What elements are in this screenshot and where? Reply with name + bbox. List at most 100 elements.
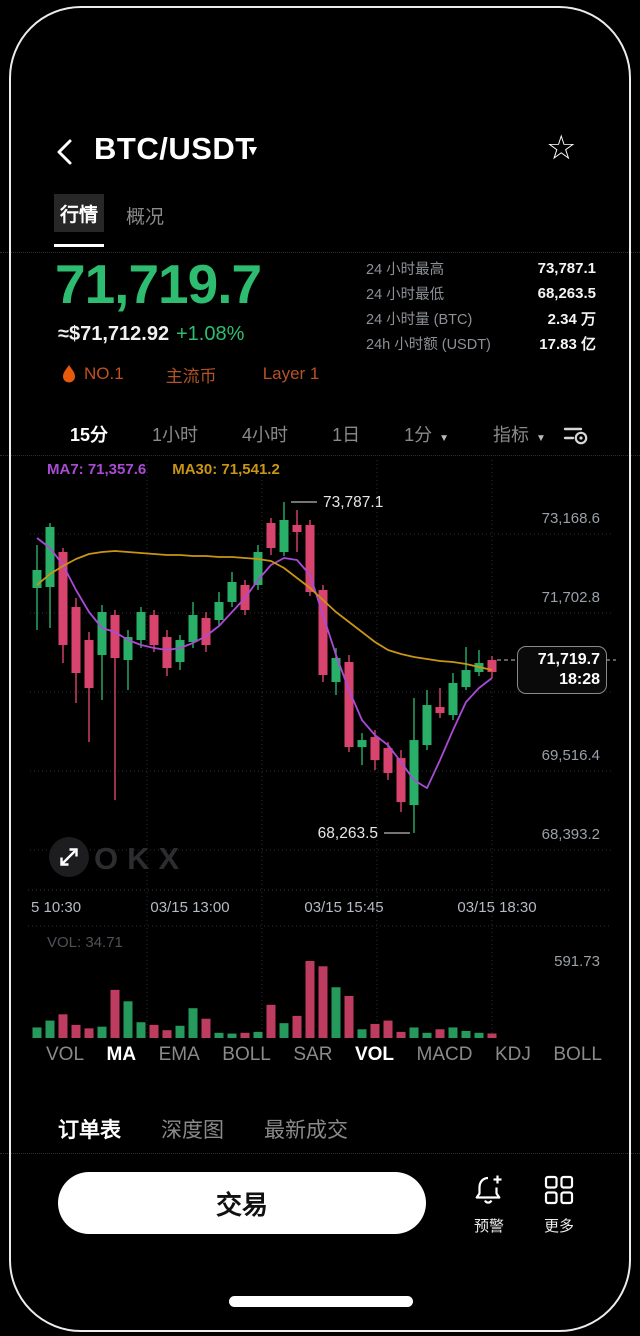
volume-bar [240,1032,250,1038]
volume-bar [318,966,328,1038]
stat-value: 73,787.1 [537,260,596,277]
ma30-label: MA30: 71,541.2 [172,461,280,478]
candle-body [45,527,55,588]
badges-row: NO.1 主流币 Layer 1 [62,362,319,386]
divider [0,252,640,253]
candle-body [136,612,146,641]
candle-body [227,582,237,603]
volume-bar [461,1030,471,1038]
indicator-tab-boll[interactable]: BOLL [553,1044,602,1065]
grid-icon [544,1175,574,1205]
timeframe-1小时[interactable]: 1小时 [152,425,199,445]
back-icon[interactable] [52,138,78,166]
more-label: 更多 [543,1218,574,1235]
ma-legend: MA7: 71,357.6 MA30: 71,541.2 [47,461,280,478]
stat-value: 2.34 万 [547,311,596,328]
candle-body [279,520,289,553]
ma7-line [36,537,493,789]
change-percent: +1.08% [176,323,245,345]
candle-body [71,607,81,674]
x-axis-label: 5 10:30 [31,899,81,916]
candle-body [162,637,172,669]
pair-dropdown-icon[interactable]: ▼ [246,142,260,158]
indicator-tab-vol[interactable]: VOL [46,1044,85,1065]
indicator-tab-kdj[interactable]: KDJ [494,1044,531,1065]
flame-icon [63,364,75,382]
candle-body [370,737,380,761]
stat-value: 68,263.5 [537,285,596,302]
candle-body [188,615,198,643]
volume-bar [32,1027,42,1038]
candle-body [201,618,211,646]
indicator-tab-boll[interactable]: BOLL [222,1044,271,1065]
stat-label: 24 小时量 (BTC) [366,312,473,328]
alert-button[interactable]: 预警 [457,1172,521,1236]
timeframe-1分[interactable]: 1分 ▼ [404,425,449,445]
y-axis-label: 71,702.8 [542,589,600,606]
timeframe-15分[interactable]: 15分 [70,425,109,445]
candle-body [461,670,471,688]
home-indicator[interactable] [229,1296,413,1307]
caret-down-icon: ▼ [439,433,449,444]
category-badge[interactable]: Layer 1 [262,364,320,383]
indicator-tab-sar[interactable]: SAR [293,1044,333,1065]
volume-bar [123,1001,133,1038]
indicator-tab-bar: VOL MA EMA BOLL SAR VOL MACD KDJ BOLL [46,1044,602,1066]
stat-label: 24 小时最高 [366,262,445,278]
volume-bar [58,1014,68,1038]
volume-bar [84,1028,94,1038]
indicator-tab-vol[interactable]: VOL [354,1044,395,1065]
timeframe-4小时[interactable]: 4小时 [242,425,289,445]
volume-bar [331,987,341,1038]
timeframe-指标[interactable]: 指标 ▼ [493,425,546,445]
volume-bar [201,1018,211,1038]
orderbook-tab[interactable]: 订单表 [58,1119,121,1142]
volume-bar [292,1015,302,1038]
trade-button[interactable]: 交易 [58,1172,426,1234]
chart-settings-icon[interactable] [563,424,589,446]
candle-body [448,683,458,716]
volume-bar [214,1032,224,1038]
y-axis-label: 68,393.2 [542,826,600,843]
volume-bar [370,1023,380,1038]
volume-bar [279,1023,289,1038]
candle-body [149,615,159,646]
volume-bar [487,1033,497,1038]
divider [0,1153,640,1154]
tab-market[interactable]: 行情 [54,194,104,232]
x-axis-label: 03/15 15:45 [304,899,383,916]
candle-body [110,615,120,659]
y-axis-label: 69,516.4 [542,747,600,764]
tab-overview[interactable]: 概况 [126,207,165,228]
fullscreen-icon[interactable] [48,836,90,878]
volume-bar [435,1029,445,1038]
more-button[interactable]: 更多 [527,1174,591,1236]
orderbook-tab[interactable]: 深度图 [161,1119,224,1142]
rank-badge[interactable]: NO.1 [84,364,124,383]
indicator-tab-ma[interactable]: MA [106,1044,137,1065]
candle-body [383,748,393,774]
timeframe-1日[interactable]: 1日 [332,425,361,445]
orderbook-tab[interactable]: 最新成交 [264,1119,348,1142]
category-badge[interactable]: 主流币 [165,366,217,386]
favorite-star-icon[interactable]: ☆ [546,129,577,167]
low-annotation-label: 68,263.5 [318,825,378,842]
volume-bar [45,1020,55,1038]
okx-watermark: OKX [94,841,189,876]
ma7-label: MA7: 71,357.6 [47,461,147,478]
pair-title[interactable]: BTC/USDT [94,131,255,166]
stat-value: 17.83 亿 [539,336,596,353]
stat-row: 24 小时最高 73,787.1 [366,256,596,281]
y-axis-label: 73,168.6 [542,510,600,527]
indicator-tab-ema[interactable]: EMA [158,1044,200,1065]
tag-price: 71,719.7 [537,651,600,668]
volume-bar [188,1008,198,1038]
candle-body [409,740,419,806]
timeframe-row: 15分 1小时 4小时 1日 1分 ▼ 指标 ▼ [70,420,546,448]
candle-body [422,705,432,746]
indicator-tab-macd[interactable]: MACD [416,1044,473,1065]
stat-row: 24 小时最低 68,263.5 [366,281,596,306]
volume-bar [149,1024,159,1038]
candle-body [214,602,224,621]
